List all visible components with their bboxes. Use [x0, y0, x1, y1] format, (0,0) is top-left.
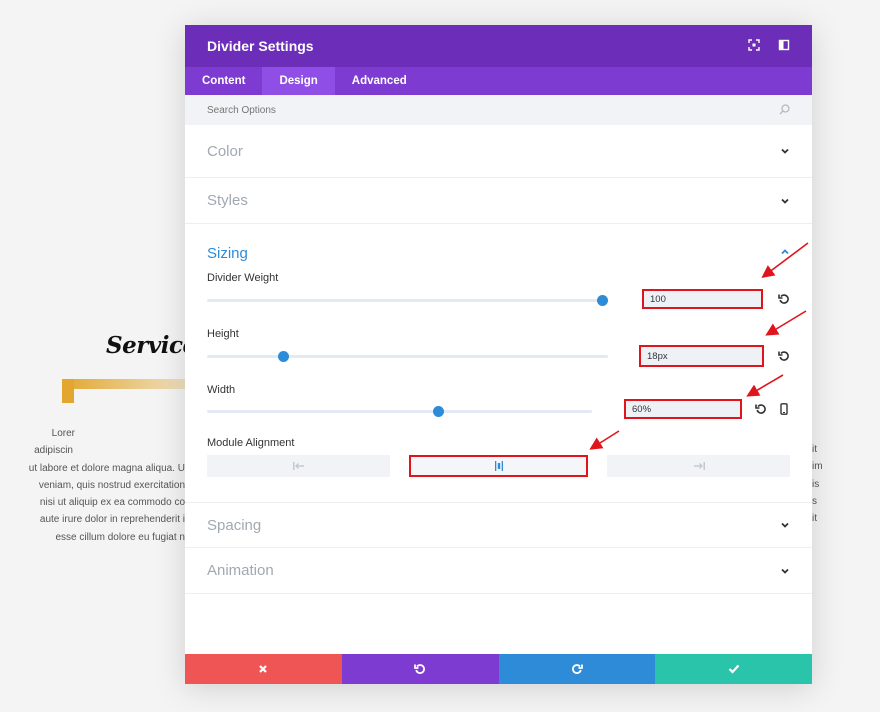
section-spacing-title[interactable]: Spacing	[207, 516, 262, 534]
chevron-down-icon[interactable]	[780, 146, 790, 156]
chevron-down-icon[interactable]	[780, 196, 790, 206]
divider-weight-slider-handle[interactable]	[597, 295, 608, 306]
divider-weight-slider[interactable]	[207, 295, 608, 306]
height-label: Height	[207, 328, 239, 340]
width-input[interactable]: 60%	[624, 399, 742, 419]
chevron-up-icon[interactable]	[780, 247, 790, 257]
settings-tabs: Content Design Advanced	[185, 67, 812, 95]
align-left-icon	[292, 462, 304, 470]
module-alignment-buttons	[207, 455, 790, 477]
phone-icon[interactable]	[779, 403, 789, 415]
tab-advanced[interactable]: Advanced	[351, 75, 407, 87]
sidebar-layout-icon[interactable]	[778, 39, 790, 51]
section-styles[interactable]: Styles	[185, 178, 812, 224]
reset-icon[interactable]	[778, 350, 790, 362]
search-icon[interactable]	[779, 104, 790, 115]
reset-icon[interactable]	[755, 403, 767, 415]
divider-weight-label: Divider Weight	[207, 272, 279, 284]
align-right-icon	[693, 462, 705, 470]
width-slider[interactable]	[207, 406, 592, 417]
body-text-left: Lorer adipiscin ut labore et dolore magn…	[28, 428, 185, 543]
undo-button[interactable]	[341, 654, 499, 684]
width-option: Width 60%	[185, 379, 812, 435]
section-color[interactable]: Color	[185, 125, 812, 178]
body-text-right: it im is s it	[812, 444, 823, 525]
redo-icon	[571, 664, 583, 674]
width-slider-handle[interactable]	[433, 406, 444, 417]
module-alignment-label: Module Alignment	[207, 437, 295, 449]
height-slider[interactable]	[207, 351, 608, 362]
height-slider-handle[interactable]	[278, 351, 290, 362]
checkmark-icon	[728, 664, 739, 674]
search-input[interactable]	[207, 104, 607, 116]
align-right-button[interactable]	[607, 455, 790, 477]
chevron-down-icon[interactable]	[780, 566, 790, 576]
divider-settings-modal: Divider Settings Content Design Advanced…	[185, 25, 812, 684]
redo-button[interactable]	[498, 654, 656, 684]
height-option: Height 18px	[185, 323, 812, 379]
close-icon	[259, 665, 268, 673]
expand-icon[interactable]	[748, 39, 760, 51]
modal-footer	[185, 654, 812, 684]
align-center-button[interactable]	[409, 455, 588, 477]
section-styles-title[interactable]: Styles	[207, 192, 248, 209]
tab-content[interactable]: Content	[202, 75, 246, 87]
align-left-button[interactable]	[207, 455, 390, 477]
height-input[interactable]: 18px	[639, 345, 764, 367]
section-animation[interactable]: Animation	[185, 548, 812, 594]
section-sizing: Sizing Divider Weight 100 Height 18px Wi…	[185, 224, 812, 503]
section-animation-title[interactable]: Animation	[207, 562, 274, 579]
module-alignment-option: Module Alignment	[185, 435, 812, 501]
reset-icon[interactable]	[778, 293, 790, 305]
section-sizing-title[interactable]: Sizing	[207, 245, 248, 262]
save-button[interactable]	[655, 654, 812, 684]
modal-header: Divider Settings	[185, 25, 812, 67]
heading-accent-bar	[62, 379, 192, 403]
divider-weight-input[interactable]: 100	[642, 289, 763, 309]
undo-icon	[414, 664, 426, 674]
search-bar	[185, 95, 812, 125]
chevron-down-icon[interactable]	[780, 520, 790, 530]
modal-title: Divider Settings	[207, 38, 314, 54]
divider-weight-option: Divider Weight 100	[185, 267, 812, 323]
align-center-icon	[494, 461, 503, 471]
section-spacing[interactable]: Spacing	[185, 503, 812, 548]
section-color-title[interactable]: Color	[207, 142, 243, 160]
cancel-button[interactable]	[185, 654, 342, 684]
width-label: Width	[207, 384, 236, 396]
tab-design[interactable]: Design	[262, 67, 335, 95]
